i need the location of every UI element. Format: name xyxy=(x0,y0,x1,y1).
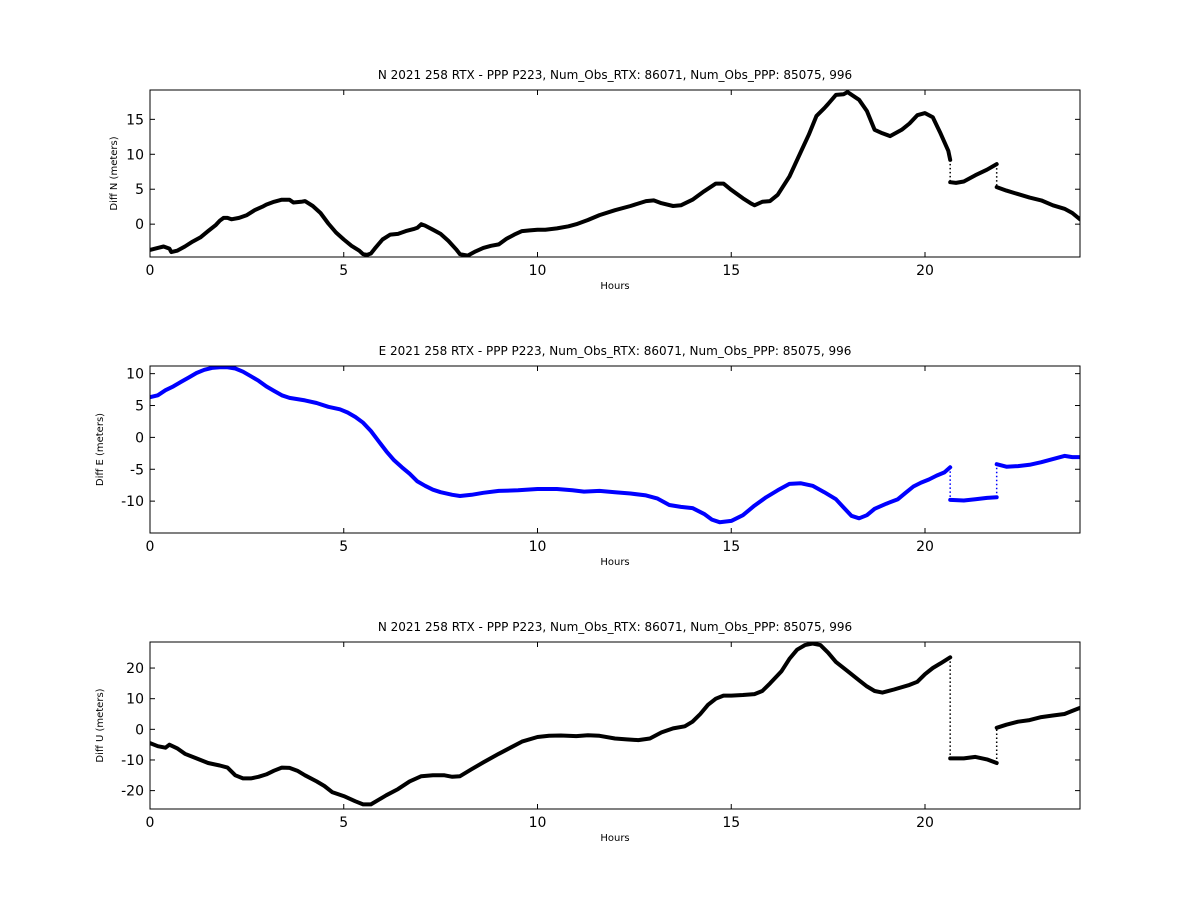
y-axis-label-east: Diff E (meters) xyxy=(95,413,106,486)
series-line-east-seg-1 xyxy=(948,495,999,503)
x-tick-label: 15 xyxy=(722,815,740,831)
series-line-east-seg-2 xyxy=(994,453,1080,469)
x-tick-label: 5 xyxy=(339,263,348,279)
series-line-up-seg-1 xyxy=(948,754,999,765)
y-tick-label: 0 xyxy=(135,217,144,233)
y-tick-label: 0 xyxy=(135,722,144,738)
x-tick-label: 0 xyxy=(146,539,155,555)
y-tick-label: 10 xyxy=(126,692,144,708)
x-tick-label: 5 xyxy=(339,539,348,555)
subplot-north: 0 5 10 15 20 0 5 10 15 N 2021 258 RTX - PPP P223,… xyxy=(109,68,1081,292)
y-tick-label: -5 xyxy=(130,462,144,478)
x-tick-label: 10 xyxy=(529,539,547,555)
series-line-east-seg-0 xyxy=(150,366,953,525)
axes-frame-up xyxy=(149,641,1081,810)
chart-title-east: E 2021 258 RTX - PPP P223, Num_Obs_RTX: … xyxy=(379,344,852,358)
series-line-north-seg-2 xyxy=(994,185,1080,222)
chart-title-up: N 2021 258 RTX - PPP P223, Num_Obs_RTX: … xyxy=(378,620,852,634)
subplot-up: 0 5 10 15 20 -20 -10 0 10 20 N 2021 258 RTX - PPP … xyxy=(95,620,1081,844)
y-tick-label: -10 xyxy=(121,753,144,769)
x-tick-label: 15 xyxy=(722,539,740,555)
x-tick-label: 20 xyxy=(916,539,934,555)
y-tick-label: 20 xyxy=(126,661,144,677)
series-line-north-seg-1 xyxy=(948,162,999,185)
x-tick-label: 15 xyxy=(722,263,740,279)
y-tick-label: 10 xyxy=(126,147,144,163)
y-tick-label: 5 xyxy=(135,399,144,415)
series-line-up-seg-2 xyxy=(994,705,1080,730)
chart-title-north: N 2021 258 RTX - PPP P223, Num_Obs_RTX: … xyxy=(378,68,852,82)
y-axis-label-up: Diff U (meters) xyxy=(95,688,106,762)
x-tick-label: 0 xyxy=(146,815,155,831)
y-axis-label-north: Diff N (meters) xyxy=(109,136,120,210)
y-tick-label: -20 xyxy=(121,784,144,800)
x-tick-label: 10 xyxy=(529,263,547,279)
series-group-north xyxy=(150,90,1080,257)
series-line-north-seg-0 xyxy=(150,90,953,257)
x-tick-label: 10 xyxy=(529,815,547,831)
x-tick-label: 20 xyxy=(916,263,934,279)
y-tick-label: 0 xyxy=(135,430,144,446)
y-tick-label: 5 xyxy=(135,182,144,198)
x-tick-label: 5 xyxy=(339,815,348,831)
y-tick-label: -10 xyxy=(121,494,144,510)
x-axis-label-up: Hours xyxy=(600,833,629,844)
series-group-east xyxy=(150,366,1080,525)
x-tick-label: 20 xyxy=(916,815,934,831)
series-group-up xyxy=(150,642,1080,807)
series-line-up-seg-0 xyxy=(150,642,953,807)
x-axis-label-east: Hours xyxy=(600,557,629,568)
axes-frame-east xyxy=(149,365,1081,534)
subplot-east: 0 5 10 15 20 -10 -5 0 5 10 E 2021 258 RTX - PPP P2… xyxy=(95,344,1081,568)
x-tick-label: 0 xyxy=(146,263,155,279)
y-tick-label: 10 xyxy=(126,367,144,383)
y-tick-label: 15 xyxy=(126,112,144,128)
axes-frame-north xyxy=(149,89,1081,258)
x-axis-label-north: Hours xyxy=(600,281,629,292)
